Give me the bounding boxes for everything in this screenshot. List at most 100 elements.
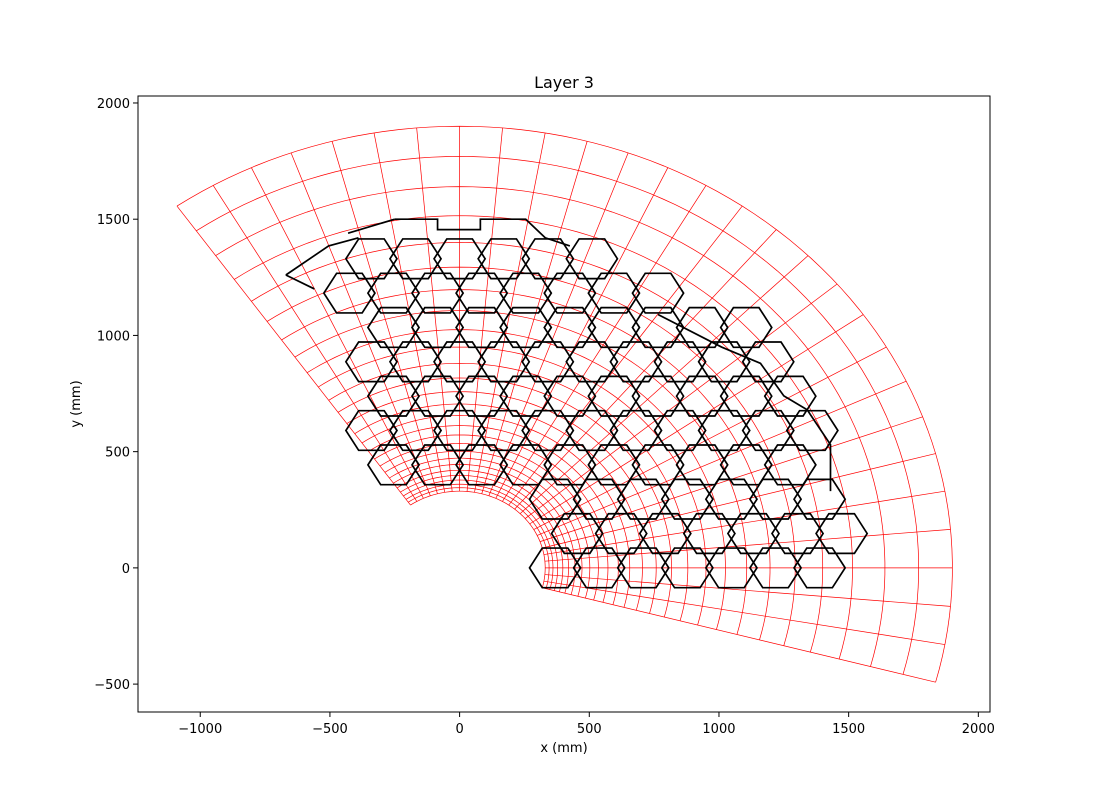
x-tick-label: 0 bbox=[455, 722, 463, 737]
axes-frame bbox=[137, 95, 991, 713]
hexagon-module bbox=[587, 375, 641, 417]
y-tick-label: 0 bbox=[122, 562, 130, 577]
chart-title: Layer 3 bbox=[534, 73, 594, 92]
y-tick-label: 2000 bbox=[97, 97, 130, 112]
hexagon-module bbox=[543, 272, 597, 314]
boundary-module-edge bbox=[285, 236, 359, 276]
hexagon-module bbox=[410, 306, 465, 349]
hexagon-module bbox=[322, 272, 376, 314]
hexagon-module bbox=[653, 341, 707, 383]
hexagon-module bbox=[793, 547, 847, 589]
hexagon-module bbox=[704, 478, 758, 520]
hexagon-module bbox=[344, 341, 398, 383]
hexagon-module bbox=[366, 375, 421, 417]
mesh-spoke bbox=[508, 205, 743, 506]
mesh-spoke bbox=[544, 529, 951, 562]
mesh-spoke bbox=[251, 167, 424, 499]
mesh-spoke bbox=[466, 127, 503, 492]
hexagon-module bbox=[719, 375, 773, 417]
mesh-spoke bbox=[533, 346, 887, 530]
y-axis-ticks: −500 0 500 1000 1500 2000 bbox=[94, 97, 138, 693]
mesh-spoke bbox=[542, 453, 936, 549]
hexagon-module bbox=[521, 238, 575, 280]
mesh-spoke bbox=[519, 255, 809, 514]
hexagon-module bbox=[815, 512, 869, 555]
hexagon-module bbox=[528, 547, 582, 589]
hexagon-module bbox=[433, 341, 487, 383]
mesh-spoke bbox=[502, 185, 707, 502]
x-tick-label: −500 bbox=[312, 722, 348, 737]
hexagon-module bbox=[528, 478, 582, 520]
hexagon-modules bbox=[285, 218, 869, 589]
boundary-module-edge bbox=[657, 313, 832, 492]
boundary-module-edge bbox=[285, 274, 315, 290]
hexagon-module bbox=[660, 547, 714, 589]
mesh-spoke bbox=[544, 574, 951, 607]
hexagon-module bbox=[477, 341, 531, 383]
hexagon-module bbox=[719, 444, 773, 486]
hexagon-module bbox=[594, 512, 648, 555]
hexagon-module bbox=[704, 547, 758, 589]
mesh-spoke bbox=[514, 229, 777, 510]
hexagon-module bbox=[763, 375, 817, 417]
mesh-spoke bbox=[543, 490, 945, 555]
hexagon-module bbox=[697, 341, 751, 383]
mesh-spoke bbox=[176, 205, 411, 506]
hexagon-module bbox=[793, 478, 847, 520]
hexagon-module bbox=[631, 444, 685, 486]
hexagon-module bbox=[499, 375, 553, 417]
x-tick-label: 500 bbox=[577, 722, 602, 737]
hexagon-module bbox=[587, 306, 641, 349]
y-tick-label: −500 bbox=[94, 678, 130, 693]
y-tick-label: 1000 bbox=[97, 329, 130, 344]
hexagon-module bbox=[388, 409, 443, 452]
hexagon-module bbox=[741, 409, 795, 452]
hexagon-module bbox=[748, 547, 803, 589]
hexagon-module bbox=[344, 238, 398, 280]
x-tick-label: 1000 bbox=[702, 722, 735, 737]
hexagon-module bbox=[477, 409, 531, 452]
hexagon-module bbox=[741, 341, 795, 383]
hexagon-module bbox=[719, 306, 773, 349]
hexagon-module bbox=[388, 341, 443, 383]
mesh-spoke bbox=[416, 127, 453, 492]
hexagon-module bbox=[609, 341, 663, 383]
mesh-spoke bbox=[529, 314, 864, 525]
hexagon-module bbox=[543, 306, 597, 349]
mesh-spoke bbox=[290, 152, 431, 496]
hexagon-module bbox=[521, 409, 575, 452]
hexagon-module bbox=[455, 306, 509, 349]
hexagon-module bbox=[565, 409, 619, 452]
hexagon-module bbox=[410, 444, 465, 486]
hexagon-module bbox=[763, 444, 817, 486]
hexagon-module bbox=[748, 478, 803, 520]
hexagon-module bbox=[565, 341, 619, 383]
hexagon-module bbox=[675, 306, 729, 349]
hexagon-module bbox=[587, 272, 641, 314]
hexagon-module bbox=[499, 306, 553, 349]
hexagon-module bbox=[682, 512, 736, 555]
hexagon-module bbox=[631, 306, 685, 349]
hexagon-module bbox=[565, 238, 619, 280]
hexagon-module bbox=[616, 478, 670, 520]
mesh-spoke bbox=[331, 141, 438, 494]
boundary-module-edge bbox=[394, 218, 571, 247]
mesh-arc bbox=[176, 125, 953, 683]
hexagon-module bbox=[366, 444, 421, 486]
hexagon-module bbox=[455, 272, 509, 314]
hexagon-module bbox=[550, 512, 604, 555]
y-axis-label: y (mm) bbox=[69, 380, 84, 427]
hexagon-module bbox=[572, 547, 626, 589]
hexagon-module bbox=[609, 409, 663, 452]
hexagon-module bbox=[543, 375, 597, 417]
hexagon-module bbox=[770, 512, 825, 555]
hexagon-module bbox=[660, 478, 714, 520]
x-axis-label: x (mm) bbox=[540, 741, 587, 756]
mesh-spoke bbox=[543, 580, 945, 645]
hexagon-module bbox=[675, 444, 729, 486]
hexagon-module bbox=[543, 444, 597, 486]
mesh-spoke bbox=[481, 141, 588, 494]
hexagon-module bbox=[697, 409, 751, 452]
hexagon-module bbox=[433, 409, 487, 452]
